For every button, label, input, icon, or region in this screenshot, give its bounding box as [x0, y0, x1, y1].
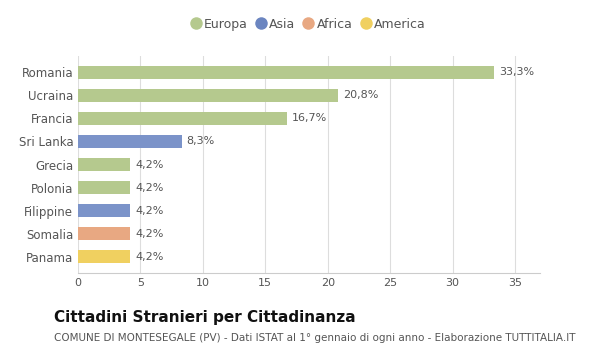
Bar — [78, 66, 494, 78]
Bar — [78, 135, 182, 148]
Bar — [78, 181, 130, 194]
Bar — [78, 204, 130, 217]
Bar — [78, 158, 130, 171]
Text: 4,2%: 4,2% — [136, 183, 164, 193]
Text: 4,2%: 4,2% — [136, 229, 164, 239]
Bar — [78, 112, 287, 125]
Bar — [78, 89, 338, 102]
Text: 4,2%: 4,2% — [136, 206, 164, 216]
Text: Cittadini Stranieri per Cittadinanza: Cittadini Stranieri per Cittadinanza — [54, 310, 356, 325]
Bar — [78, 228, 130, 240]
Bar — [78, 251, 130, 263]
Text: 16,7%: 16,7% — [292, 113, 327, 123]
Legend: Europa, Asia, Africa, America: Europa, Asia, Africa, America — [189, 14, 429, 35]
Text: COMUNE DI MONTESEGALE (PV) - Dati ISTAT al 1° gennaio di ogni anno - Elaborazion: COMUNE DI MONTESEGALE (PV) - Dati ISTAT … — [54, 333, 575, 343]
Text: 20,8%: 20,8% — [343, 90, 378, 100]
Text: 4,2%: 4,2% — [136, 160, 164, 169]
Text: 8,3%: 8,3% — [187, 136, 215, 146]
Text: 33,3%: 33,3% — [499, 67, 534, 77]
Text: 4,2%: 4,2% — [136, 252, 164, 262]
